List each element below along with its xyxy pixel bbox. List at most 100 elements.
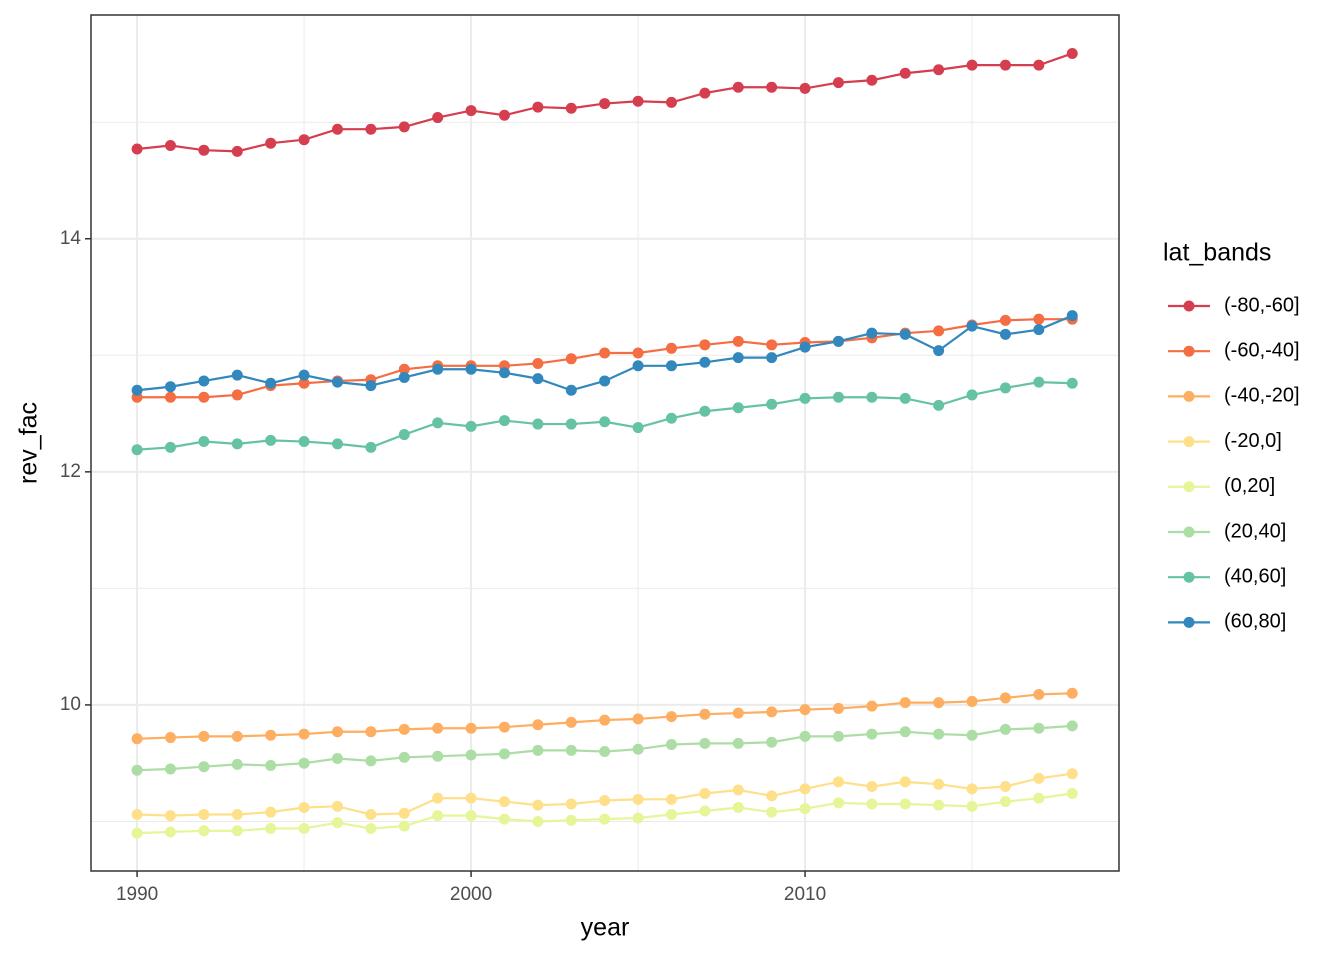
data-point bbox=[331, 800, 343, 812]
data-point bbox=[665, 342, 677, 354]
data-point bbox=[999, 59, 1011, 71]
data-point bbox=[665, 360, 677, 372]
data-point bbox=[565, 384, 577, 396]
data-point bbox=[398, 820, 410, 832]
data-point bbox=[1033, 722, 1045, 734]
legend-key-point bbox=[1183, 300, 1195, 312]
data-point bbox=[933, 697, 945, 709]
x-tick-label: 2010 bbox=[784, 884, 826, 905]
data-point bbox=[298, 757, 310, 769]
legend-label: (-80,-60] bbox=[1224, 294, 1300, 316]
data-point bbox=[799, 341, 811, 353]
data-point bbox=[832, 391, 844, 403]
data-point bbox=[265, 729, 277, 741]
data-point bbox=[732, 81, 744, 93]
legend-key-point bbox=[1183, 436, 1195, 448]
legend-label: (-40,-20] bbox=[1224, 385, 1300, 407]
data-point bbox=[565, 716, 577, 728]
legend-label: (60,80] bbox=[1224, 611, 1286, 633]
data-point bbox=[365, 380, 377, 392]
data-point bbox=[966, 695, 978, 707]
legend-key-point bbox=[1183, 345, 1195, 357]
data-point bbox=[198, 761, 210, 773]
data-point bbox=[632, 422, 644, 434]
data-point bbox=[465, 105, 477, 117]
data-point bbox=[131, 827, 143, 839]
data-point bbox=[465, 722, 477, 734]
data-point bbox=[331, 817, 343, 829]
data-point bbox=[1033, 376, 1045, 388]
data-point bbox=[532, 101, 544, 113]
data-point bbox=[198, 730, 210, 742]
data-point bbox=[832, 335, 844, 347]
data-point bbox=[131, 808, 143, 820]
data-point bbox=[799, 392, 811, 404]
data-point bbox=[298, 377, 310, 389]
data-point bbox=[532, 373, 544, 385]
data-point bbox=[198, 144, 210, 156]
data-point bbox=[699, 787, 711, 799]
data-point bbox=[365, 755, 377, 767]
x-tick-label: 2000 bbox=[450, 884, 492, 905]
legend-key-point bbox=[1183, 481, 1195, 493]
data-point bbox=[198, 808, 210, 820]
data-point bbox=[331, 726, 343, 738]
data-point bbox=[565, 814, 577, 826]
data-point bbox=[465, 749, 477, 761]
legend-key-point bbox=[1183, 571, 1195, 583]
data-point bbox=[1066, 310, 1078, 322]
data-point bbox=[398, 723, 410, 735]
data-point bbox=[164, 140, 176, 152]
y-tick-label: 10 bbox=[60, 694, 81, 715]
data-point bbox=[766, 339, 778, 351]
data-point bbox=[298, 728, 310, 740]
data-point bbox=[498, 109, 510, 121]
data-point bbox=[198, 825, 210, 837]
data-point bbox=[799, 704, 811, 716]
data-point bbox=[699, 339, 711, 351]
data-point bbox=[632, 713, 644, 725]
data-point bbox=[732, 335, 744, 347]
data-point bbox=[866, 798, 878, 810]
data-point bbox=[899, 798, 911, 810]
data-point bbox=[799, 82, 811, 94]
data-point bbox=[432, 363, 444, 375]
data-point bbox=[131, 143, 143, 155]
data-point bbox=[498, 721, 510, 733]
data-point bbox=[732, 784, 744, 796]
data-point bbox=[866, 781, 878, 793]
data-point bbox=[1033, 792, 1045, 804]
data-point bbox=[1066, 687, 1078, 699]
data-point bbox=[732, 737, 744, 749]
data-point bbox=[498, 367, 510, 379]
data-point bbox=[365, 123, 377, 135]
data-point bbox=[999, 328, 1011, 340]
legend-label: (40,60] bbox=[1224, 565, 1286, 587]
data-point bbox=[966, 59, 978, 71]
data-point bbox=[432, 112, 444, 124]
data-point bbox=[131, 733, 143, 745]
data-point bbox=[766, 736, 778, 748]
data-point bbox=[498, 813, 510, 825]
data-point bbox=[799, 730, 811, 742]
data-point bbox=[231, 438, 243, 450]
legend-title: lat_bands bbox=[1163, 239, 1271, 267]
legend-label: (-20,0] bbox=[1224, 430, 1282, 452]
data-point bbox=[532, 744, 544, 756]
data-point bbox=[832, 702, 844, 714]
data-point bbox=[599, 746, 611, 758]
data-point bbox=[732, 801, 744, 813]
data-point bbox=[164, 763, 176, 775]
data-point bbox=[498, 748, 510, 760]
data-point bbox=[866, 327, 878, 339]
data-point bbox=[265, 806, 277, 818]
data-point bbox=[398, 371, 410, 383]
data-point bbox=[365, 726, 377, 738]
data-point bbox=[331, 438, 343, 450]
data-point bbox=[1033, 324, 1045, 336]
data-point bbox=[164, 381, 176, 393]
data-point bbox=[766, 806, 778, 818]
data-point bbox=[465, 792, 477, 804]
data-point bbox=[365, 808, 377, 820]
